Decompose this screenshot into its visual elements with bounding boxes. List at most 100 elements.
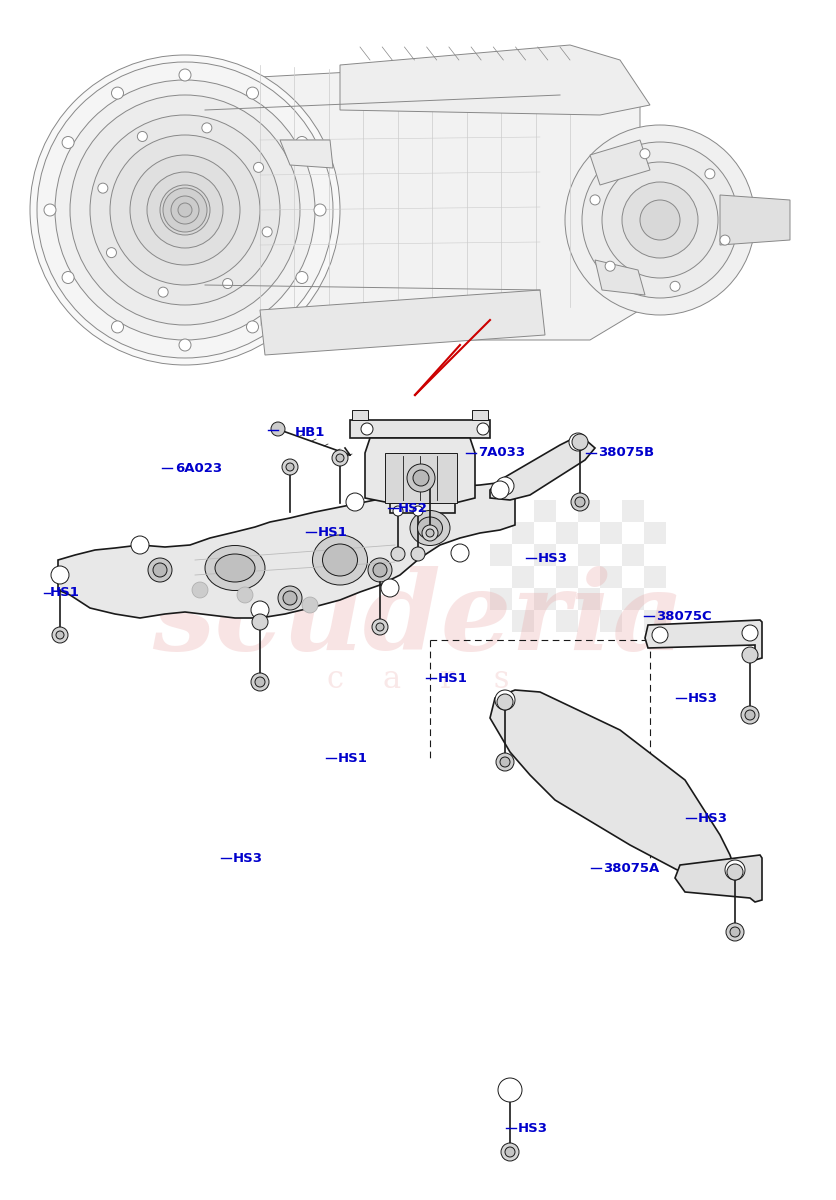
- Circle shape: [55, 80, 315, 340]
- Text: HS3: HS3: [698, 811, 728, 824]
- Ellipse shape: [323, 544, 358, 576]
- Circle shape: [44, 204, 56, 216]
- Circle shape: [393, 506, 403, 516]
- Circle shape: [106, 247, 116, 258]
- Bar: [600, 522, 622, 544]
- Circle shape: [496, 476, 514, 494]
- Circle shape: [160, 185, 210, 235]
- Circle shape: [302, 596, 318, 613]
- Circle shape: [247, 320, 258, 332]
- Bar: [490, 522, 512, 544]
- Bar: [490, 500, 512, 522]
- Circle shape: [426, 529, 434, 538]
- Bar: [534, 588, 556, 610]
- Bar: [644, 522, 666, 544]
- Text: HS3: HS3: [688, 691, 718, 704]
- Circle shape: [640, 200, 680, 240]
- Circle shape: [62, 271, 74, 283]
- Circle shape: [730, 926, 740, 937]
- Polygon shape: [645, 620, 762, 660]
- Circle shape: [171, 196, 199, 224]
- Circle shape: [62, 137, 74, 149]
- Circle shape: [111, 320, 124, 332]
- Polygon shape: [280, 140, 333, 168]
- Text: 38075C: 38075C: [656, 610, 711, 623]
- Polygon shape: [490, 434, 595, 500]
- Circle shape: [373, 563, 387, 577]
- Circle shape: [742, 647, 758, 662]
- Polygon shape: [365, 438, 475, 514]
- Circle shape: [296, 137, 308, 149]
- Circle shape: [381, 578, 399, 596]
- Text: HS1: HS1: [438, 672, 468, 684]
- Circle shape: [137, 132, 147, 142]
- Circle shape: [572, 434, 588, 450]
- Bar: [578, 522, 600, 544]
- Circle shape: [30, 55, 340, 365]
- Circle shape: [179, 338, 191, 350]
- Bar: [578, 566, 600, 588]
- Bar: [622, 610, 644, 632]
- Circle shape: [495, 690, 515, 710]
- Circle shape: [222, 278, 232, 288]
- Circle shape: [130, 155, 240, 265]
- Circle shape: [296, 271, 308, 283]
- Text: 38075A: 38075A: [603, 862, 660, 875]
- Circle shape: [179, 68, 191, 80]
- Circle shape: [477, 422, 489, 434]
- Ellipse shape: [410, 510, 450, 546]
- Circle shape: [192, 582, 208, 598]
- Bar: [512, 500, 534, 522]
- Circle shape: [605, 262, 615, 271]
- Bar: [600, 500, 622, 522]
- Circle shape: [153, 563, 167, 577]
- Circle shape: [742, 625, 758, 641]
- Polygon shape: [472, 410, 488, 420]
- Circle shape: [111, 88, 124, 100]
- Circle shape: [745, 710, 755, 720]
- Bar: [644, 544, 666, 566]
- Circle shape: [391, 547, 405, 560]
- Circle shape: [158, 287, 168, 298]
- Circle shape: [163, 188, 207, 232]
- Bar: [534, 522, 556, 544]
- Circle shape: [368, 558, 392, 582]
- Bar: [600, 544, 622, 566]
- Circle shape: [70, 95, 300, 325]
- Circle shape: [237, 587, 253, 602]
- Bar: [644, 500, 666, 522]
- Text: HS1: HS1: [338, 751, 368, 764]
- Bar: [644, 588, 666, 610]
- Circle shape: [705, 169, 715, 179]
- Circle shape: [501, 1142, 519, 1162]
- Bar: [556, 588, 578, 610]
- Text: 6A023: 6A023: [175, 462, 222, 474]
- Text: c    a    r    s: c a r s: [327, 665, 509, 696]
- Circle shape: [283, 590, 297, 605]
- Circle shape: [251, 601, 269, 619]
- Circle shape: [51, 566, 69, 584]
- Text: scuderia: scuderia: [152, 566, 684, 673]
- Bar: [556, 522, 578, 544]
- Text: HS1: HS1: [50, 587, 80, 600]
- Circle shape: [411, 547, 425, 560]
- Text: HS3: HS3: [538, 552, 568, 564]
- Polygon shape: [205, 60, 640, 340]
- Text: HB1: HB1: [295, 426, 325, 438]
- Circle shape: [131, 536, 149, 554]
- Circle shape: [407, 464, 435, 492]
- Circle shape: [622, 182, 698, 258]
- Polygon shape: [595, 260, 645, 295]
- Circle shape: [282, 458, 298, 475]
- Ellipse shape: [313, 535, 368, 584]
- Bar: [556, 544, 578, 566]
- Polygon shape: [675, 854, 762, 902]
- Circle shape: [582, 142, 738, 298]
- Circle shape: [372, 619, 388, 635]
- Text: HS3: HS3: [233, 852, 263, 864]
- Circle shape: [491, 481, 509, 499]
- Bar: [556, 610, 578, 632]
- Bar: [622, 544, 644, 566]
- Circle shape: [52, 626, 68, 643]
- Circle shape: [725, 860, 745, 880]
